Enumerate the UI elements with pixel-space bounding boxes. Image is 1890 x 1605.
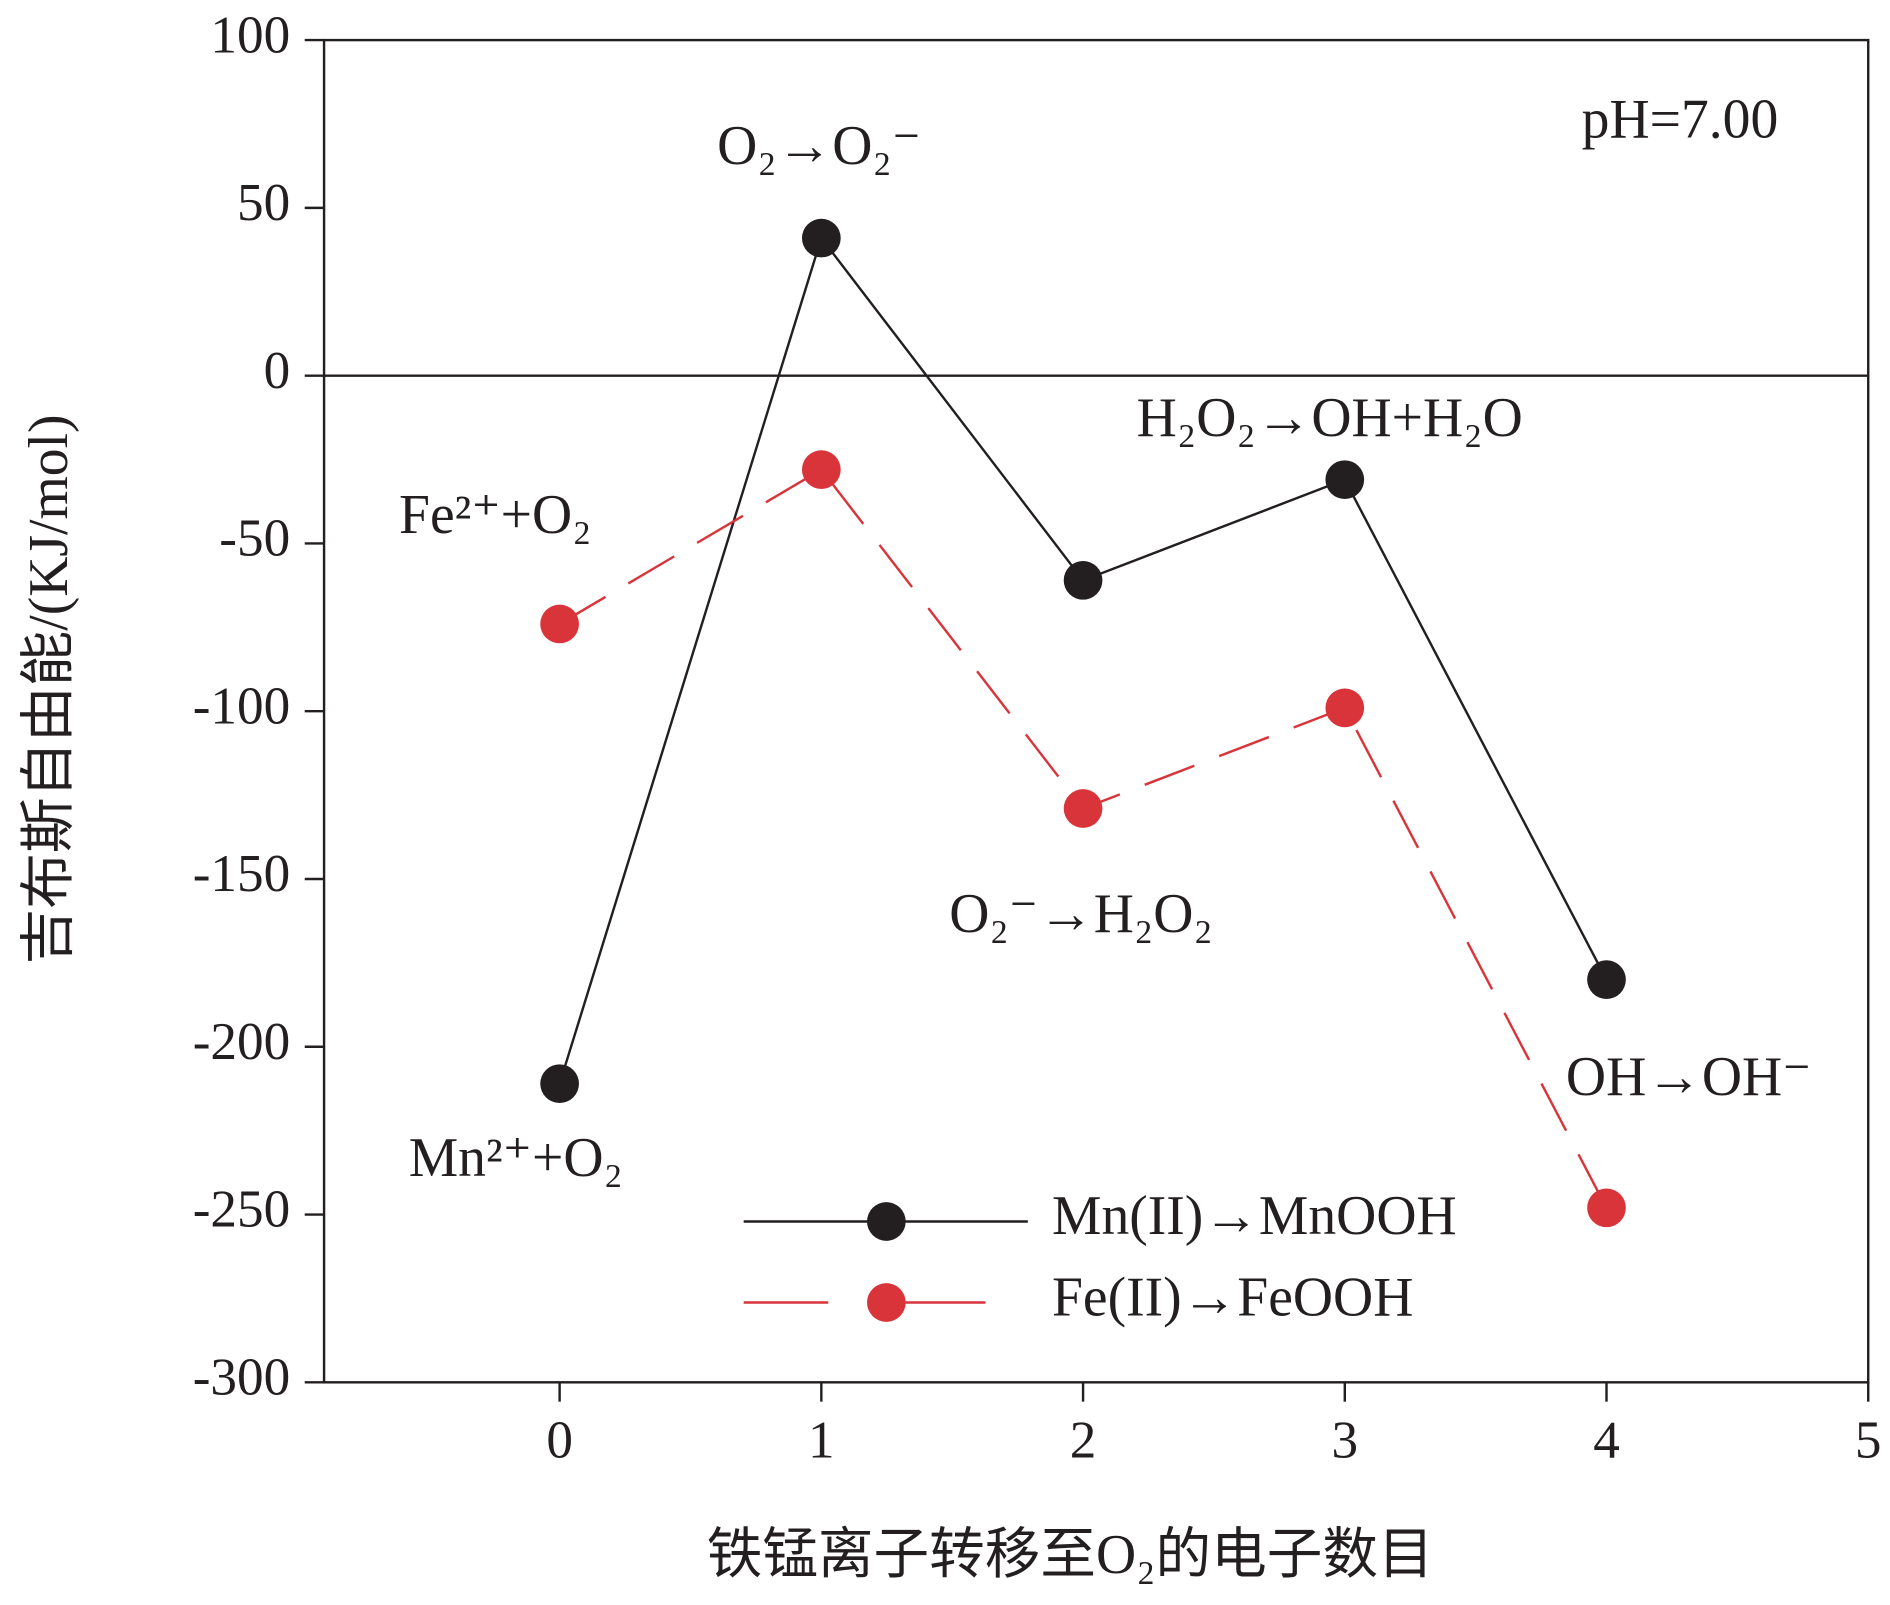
x-tick-label: 1 xyxy=(808,1410,835,1469)
y-tick-label: -200 xyxy=(193,1012,290,1071)
data-point xyxy=(1325,688,1365,728)
data-point xyxy=(801,218,841,258)
legend-label: Mn(II)→MnOOH xyxy=(1052,1185,1457,1247)
data-point xyxy=(1325,460,1365,500)
x-tick-label: 5 xyxy=(1855,1410,1882,1469)
annotation: Fe²⁺+O₂ xyxy=(399,484,592,546)
annotation: Mn²⁺+O₂ xyxy=(409,1127,623,1189)
data-point xyxy=(801,450,841,489)
x-tick-label: 4 xyxy=(1593,1410,1620,1469)
y-axis-title: 吉布斯自由能/(KJ/mol) xyxy=(18,414,80,964)
annotation: OH→OH⁻ xyxy=(1566,1046,1812,1108)
y-tick-label: 100 xyxy=(210,5,290,64)
y-tick-label: -250 xyxy=(193,1180,290,1239)
data-point xyxy=(1063,560,1103,600)
y-tick-label: -300 xyxy=(193,1348,290,1407)
series-line xyxy=(558,235,1608,1085)
x-axis-title: 铁锰离子转移至O₂的电子数目 xyxy=(707,1524,1434,1586)
legend-marker xyxy=(867,1202,906,1241)
annotation: O₂⁻→H₂O₂ xyxy=(949,883,1213,945)
x-tick-label: 0 xyxy=(546,1410,573,1469)
annotation: O₂→O₂⁻ xyxy=(717,115,921,177)
data-point xyxy=(540,604,579,644)
data-point xyxy=(1587,1188,1626,1228)
x-tick-label: 3 xyxy=(1331,1410,1358,1469)
y-tick-label: -150 xyxy=(193,844,290,903)
data-point xyxy=(1587,960,1626,999)
legend-label: Fe(II)→FeOOH xyxy=(1052,1266,1413,1328)
y-tick-label: -100 xyxy=(193,676,290,735)
y-tick-label: -50 xyxy=(219,509,290,568)
y-tick-label: 0 xyxy=(264,341,291,400)
annotation: pH=7.00 xyxy=(1582,89,1779,151)
annotation: H₂O₂→OH+H₂O xyxy=(1137,387,1523,449)
y-tick-label: 50 xyxy=(237,173,290,232)
x-tick-label: 2 xyxy=(1070,1410,1097,1469)
data-point xyxy=(1063,789,1103,828)
legend-marker xyxy=(867,1283,906,1322)
data-point xyxy=(540,1064,579,1104)
